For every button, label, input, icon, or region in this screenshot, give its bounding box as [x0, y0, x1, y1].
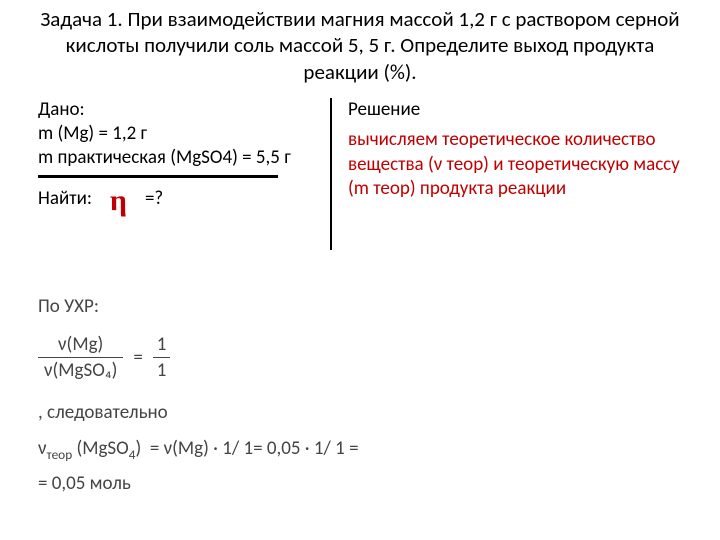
ratio-equation: ν(Mg) ν(MgSO₄) = 1 1	[38, 332, 170, 384]
slide-root: Задача 1. При взаимодействии магния масс…	[0, 0, 720, 540]
ratio-right-num: 1	[153, 332, 171, 359]
solution-step-text: вычисляем теоретическое количество вещес…	[348, 128, 704, 201]
given-heading: Дано:	[38, 98, 314, 122]
given-column: Дано: m (Mg) = 1,2 г m практическая (MgS…	[38, 98, 314, 214]
problem-title: Задача 1. При взаимодействии магния масс…	[40, 6, 680, 85]
ratio-right-den: 1	[153, 358, 171, 384]
by-uhr-label: По УХР:	[38, 294, 658, 320]
therefore-line: , следовательно	[38, 400, 658, 426]
solution-column: Решение вычисляем теоретическое количест…	[348, 98, 704, 201]
ratio-left-den: ν(MgSO₄)	[38, 358, 123, 384]
eta-symbol: η	[110, 186, 127, 216]
find-row: Найти: η =?	[38, 184, 314, 214]
find-label: Найти:	[38, 187, 92, 211]
calc-line-a: νтеор (MgSO4) = ν(Mg) · 1/ 1= 0,05 · 1/ …	[38, 436, 658, 464]
given-line-2: m практическая (MgSO4) = 5,5 г	[38, 146, 314, 170]
given-line-1: m (Mg) = 1,2 г	[38, 122, 314, 146]
ratio-right-fraction: 1 1	[153, 332, 171, 384]
find-eq: =?	[145, 187, 163, 211]
formula-block: По УХР: ν(Mg) ν(MgSO₄) = 1 1 , следовате…	[38, 288, 658, 503]
ratio-left-num: ν(Mg)	[38, 332, 123, 359]
vertical-separator	[330, 98, 332, 250]
ratio-left-fraction: ν(Mg) ν(MgSO₄)	[38, 332, 123, 384]
given-divider	[38, 175, 278, 178]
two-column-region: Дано: m (Mg) = 1,2 г m практическая (MgS…	[38, 98, 702, 248]
equals-sign: =	[133, 345, 142, 371]
solution-heading: Решение	[348, 98, 704, 122]
calc-line-b: = 0,05 моль	[38, 471, 658, 497]
